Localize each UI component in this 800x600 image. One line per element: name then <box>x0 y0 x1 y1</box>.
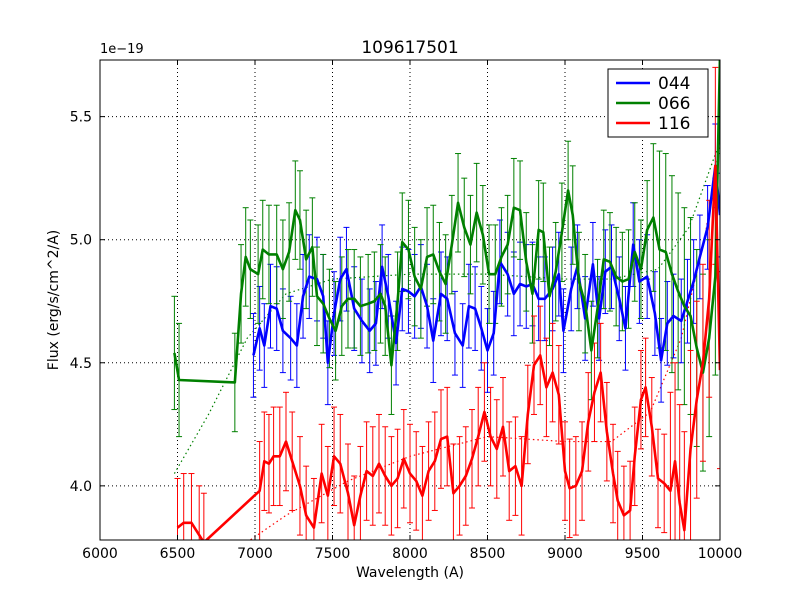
x-tick-label: 8500 <box>470 546 506 562</box>
x-tick-label: 6000 <box>82 546 118 562</box>
y-tick-label: 4.5 <box>70 356 92 372</box>
x-tick-label: 9000 <box>547 546 583 562</box>
x-tick-label: 9500 <box>625 546 661 562</box>
axis-ticks: 6000 6500 7000 7500 8000 8500 9000 9500 10000 4.0… <box>70 60 743 562</box>
series-line-066 <box>173 60 720 384</box>
x-tick-label: 7000 <box>237 546 273 562</box>
chart-title: 109617501 <box>361 38 458 58</box>
series-line-116 <box>176 164 720 540</box>
legend-label-066: 066 <box>658 94 690 114</box>
x-axis-label: Wavelength (A) <box>356 565 464 581</box>
legend-label-116: 116 <box>658 114 690 134</box>
y-tick-label: 5.5 <box>70 110 92 126</box>
fit-curve-066 <box>173 141 720 474</box>
plot-data <box>171 60 720 540</box>
y-offset-label: 1e−19 <box>100 42 144 57</box>
x-tick-label: 6500 <box>160 546 196 562</box>
legend-label-044: 044 <box>658 74 690 94</box>
series-line-044 <box>252 164 720 365</box>
y-tick-label: 4.0 <box>70 479 92 495</box>
y-axis-label: Flux (erg/s/cm^2/A) <box>46 230 62 370</box>
x-tick-label: 8000 <box>392 546 428 562</box>
y-tick-label: 5.0 <box>70 233 92 249</box>
x-tick-label: 7500 <box>315 546 351 562</box>
x-tick-label: 10000 <box>698 546 743 562</box>
